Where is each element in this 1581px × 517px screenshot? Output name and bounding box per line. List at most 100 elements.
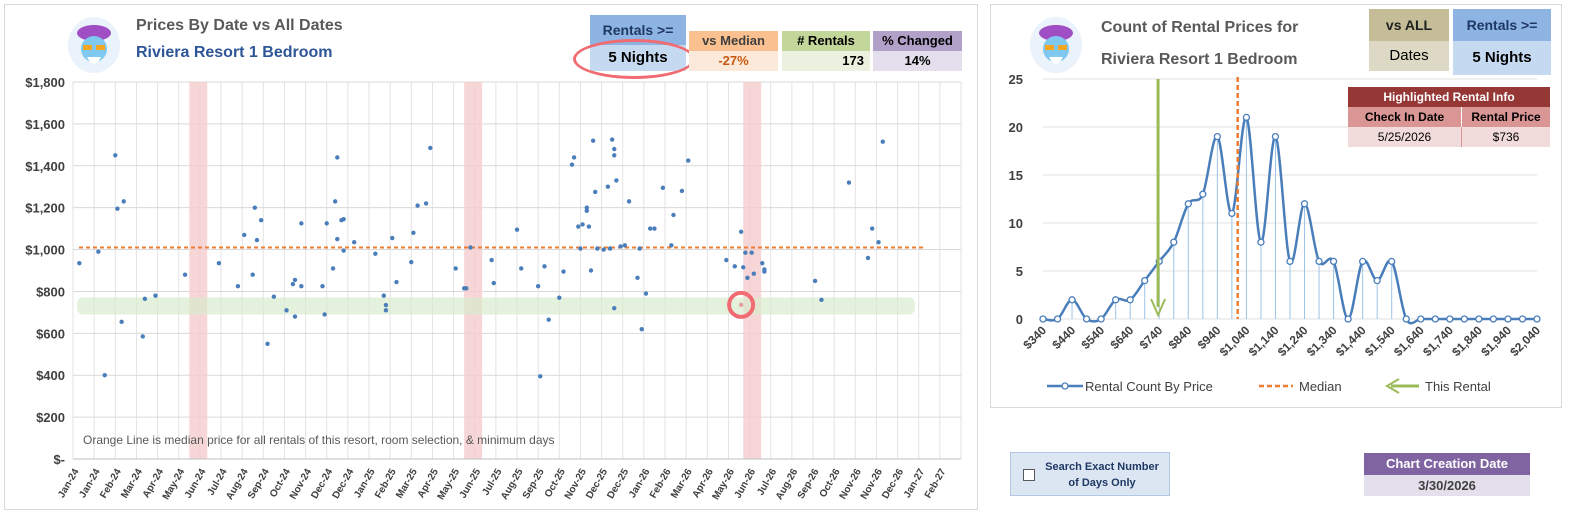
series-marker: [1373, 276, 1381, 285]
x-tick-label: $1,140: [1246, 323, 1282, 359]
x-tick-label: $2,040: [1507, 323, 1543, 359]
series-marker: [1300, 200, 1309, 208]
series-marker: [1518, 315, 1527, 323]
x-tick-label: Feb-27: [923, 467, 949, 501]
scatter-point: [639, 326, 644, 332]
date-highlight-band: [743, 82, 762, 459]
scatter-point: [373, 251, 378, 256]
scatter-point: [242, 232, 247, 238]
vs-all-value[interactable]: Dates: [1369, 41, 1449, 71]
series-marker: [1344, 315, 1352, 323]
scatter-point: [322, 312, 327, 317]
scatter-point: [593, 189, 598, 195]
y-tick-label: $1,600: [25, 117, 65, 132]
scatter-point: [299, 284, 304, 289]
scatter-point: [335, 236, 340, 242]
y-tick-label: 5: [1016, 264, 1023, 279]
series-marker: [1402, 315, 1410, 323]
chart-title-line1: Prices By Date vs All Dates: [136, 17, 343, 34]
exact-days-checkbox[interactable]: [1023, 469, 1035, 481]
scatter-point: [335, 155, 340, 160]
series-marker: [1417, 315, 1425, 323]
hl-val-checkin: 5/25/2026: [1348, 127, 1462, 147]
prices-by-date-panel: Prices By Date vs All Dates Riviera Reso…: [4, 4, 978, 510]
price-highlight-band: [77, 297, 915, 315]
scatter-point: [292, 314, 298, 319]
x-tick-label: $540: [1078, 323, 1107, 352]
y-tick-label: 15: [1009, 168, 1023, 183]
scatter-point: [299, 221, 304, 226]
x-tick-label: $740: [1137, 323, 1166, 352]
x-tick-label: Jun-24: [183, 467, 209, 501]
scatter-point: [561, 269, 566, 274]
y-tick-label: $-: [53, 452, 65, 467]
scatter-point: [341, 216, 346, 222]
scatter-point: [464, 286, 469, 291]
creation-date-value: 3/30/2026: [1364, 475, 1530, 496]
scatter-point: [383, 308, 389, 313]
scatter-point: [115, 206, 120, 211]
x-tick-label: Jun-25: [458, 467, 484, 501]
scatter-point: [250, 272, 255, 277]
scatter-point: [121, 199, 126, 204]
num-rentals-value: 173: [782, 51, 870, 71]
y-tick-label: $600: [36, 326, 65, 341]
series-marker: [1489, 315, 1498, 323]
scatter-point: [601, 247, 606, 252]
scatter-point: [542, 264, 547, 269]
rentals-min-value-r[interactable]: 5 Nights: [1453, 41, 1551, 75]
chart-title-line2: Riviera Resort 1 Bedroom: [136, 44, 333, 61]
series-marker: [1111, 296, 1120, 304]
scatter-point: [383, 302, 389, 308]
y-tick-label: $1,400: [25, 159, 65, 174]
scatter-point: [609, 137, 615, 142]
scatter-point: [324, 221, 329, 226]
x-tick-label: $340: [1020, 323, 1049, 352]
scatter-point: [453, 266, 458, 271]
scatter-point: [751, 271, 756, 276]
legend-series-marker: [1061, 382, 1069, 390]
series-marker: [1329, 257, 1338, 266]
hl-col-checkin: Check In Date: [1348, 107, 1462, 127]
x-tick-label: $1,340: [1304, 323, 1340, 359]
series-marker: [1170, 238, 1178, 246]
x-tick-label: Sep-25: [521, 467, 547, 501]
scatter-point: [254, 237, 260, 243]
scatter-point: [607, 246, 613, 251]
scatter-point: [580, 222, 585, 227]
scatter-point: [381, 293, 386, 298]
y-tick-label: $200: [36, 410, 65, 425]
scatter-point: [423, 201, 429, 206]
scatter-point: [290, 281, 296, 287]
x-tick-label: Sep-26: [796, 467, 822, 501]
creation-date-box: Chart Creation Date 3/30/2026: [1364, 453, 1530, 496]
series-marker: [1388, 257, 1396, 266]
hl-val-price: $736: [1462, 127, 1550, 147]
scatter-point: [679, 188, 685, 194]
series-marker: [1199, 190, 1207, 198]
scatter-point: [865, 255, 871, 261]
scatter-point: [77, 260, 82, 266]
scatter-point: [153, 293, 158, 298]
scatter-point: [762, 269, 767, 274]
scatter-point: [216, 260, 222, 266]
scatter-point: [514, 227, 520, 232]
legend-series-label: Rental Count By Price: [1085, 379, 1213, 394]
vs-median-label: vs Median: [689, 31, 778, 51]
x-tick-label: $840: [1166, 323, 1195, 352]
scatter-point: [535, 284, 541, 289]
scatter-point: [819, 297, 824, 303]
scatter-point: [880, 139, 885, 144]
x-tick-label: $440: [1049, 323, 1078, 352]
scatter-point: [428, 145, 433, 151]
scatter-point: [743, 250, 748, 255]
this-rental-arrow-head: [1150, 298, 1166, 318]
creation-date-label: Chart Creation Date: [1364, 453, 1530, 475]
exact-days-label: Search Exact Number of Days Only: [1045, 461, 1159, 489]
scatter-point: [671, 212, 676, 218]
legend-this-rental-label: This Rental: [1425, 379, 1491, 394]
scatter-point: [140, 334, 145, 339]
series-marker: [1184, 200, 1192, 208]
scatter-point: [584, 208, 589, 214]
